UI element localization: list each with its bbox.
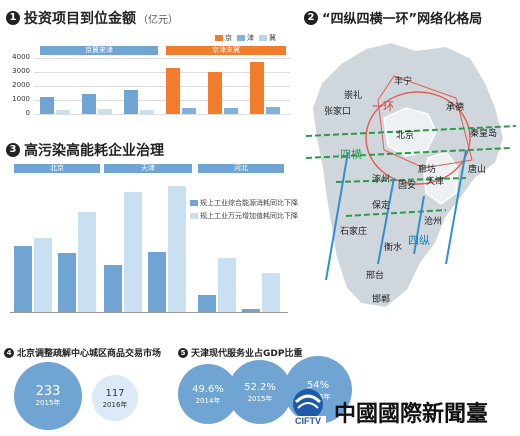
city-label: 邢台: [366, 271, 385, 281]
hebei-region: [310, 40, 506, 310]
bar-京: [40, 96, 54, 114]
zong-line-3: [413, 195, 425, 255]
gridline: [34, 86, 290, 87]
city-label: 廊坊: [418, 165, 437, 175]
heng-line-3: [335, 177, 467, 183]
bar-intensity: [34, 237, 52, 312]
legend-swatch-jing: [215, 35, 223, 41]
market-circle-2015: 233 2015年: [14, 362, 82, 430]
legend-swatch-jin: [237, 35, 245, 41]
section4-title: 4 北京调整疏解中心城区商品交易市场: [4, 346, 161, 359]
bar-intensity: [218, 257, 236, 312]
y-tick: 0: [25, 109, 30, 117]
market-circle-2016: 117 2016年: [92, 375, 138, 421]
y-tick: 2000: [12, 81, 30, 89]
bar-energy: [198, 294, 216, 312]
legend-swatch-energy: [190, 200, 198, 206]
bar-energy: [148, 252, 166, 312]
network-map: [305, 40, 517, 310]
baseline: [10, 312, 288, 313]
city-label: 丰宁: [394, 77, 413, 87]
gridline: [34, 72, 290, 73]
bar-冀: [56, 110, 70, 114]
section3-group-tag-beijing: 北京: [14, 164, 100, 173]
bar-京: [208, 71, 222, 114]
ring-line: [365, 91, 471, 185]
bar-冀: [140, 109, 154, 114]
gridline: [34, 114, 290, 115]
section3-title: 3 高污染高能耗企业治理: [6, 140, 164, 160]
bar-津: [266, 106, 280, 114]
zong-line-4: [445, 149, 467, 265]
section5-title: 5 天津现代服务业占GDP比重: [178, 346, 302, 359]
cibn-logo-icon: CIFTV: [286, 384, 330, 428]
heng-line-2: [305, 147, 511, 159]
bar-intensity: [124, 192, 142, 312]
zong-line-1: [325, 151, 349, 281]
city-label: 保定: [372, 201, 391, 211]
bar-津: [224, 107, 238, 114]
y-tick: 1000: [12, 95, 30, 103]
zong-line-2: [377, 177, 395, 265]
bar-冀: [98, 109, 112, 114]
y-tick: 4000: [12, 53, 30, 61]
city-label: 固安: [398, 181, 417, 191]
bar-energy: [14, 245, 32, 312]
section3-group-tag-tianjin: 天津: [104, 164, 192, 173]
city-label: 天津: [426, 177, 445, 187]
city-label: 邯郸: [372, 295, 391, 305]
bar-京: [124, 90, 138, 114]
bar-intensity: [168, 185, 186, 312]
legend-swatch-intensity: [190, 213, 198, 219]
city-label: 衡水: [384, 243, 403, 253]
heng-line-1: [305, 125, 517, 137]
legend-swatch-ji: [259, 35, 267, 41]
city-label: 承德: [446, 103, 465, 113]
city-label: 张家口: [324, 107, 352, 117]
section3-legend: 规上工业综合能源消耗同比下降 规上工业万元增加值耗同比下降: [190, 198, 298, 221]
section2-title: 2 “四纵四横一环”网络化格局: [304, 8, 482, 27]
city-label: 涿州: [372, 175, 391, 185]
section1-legend: 京 津 冀: [210, 33, 276, 43]
ring-link-lines: [377, 75, 473, 169]
bar-津: [182, 107, 196, 114]
city-label: 唐山: [468, 165, 487, 175]
section1-group-tag-2: 京津来冀: [166, 46, 286, 55]
bar-intensity: [78, 212, 96, 312]
bar-京: [250, 62, 264, 114]
city-label: 沧州: [424, 217, 443, 227]
gridline: [34, 58, 290, 59]
tianjin-region: [423, 151, 459, 205]
city-label: 石家庄: [340, 227, 368, 237]
heng-label: 四横: [340, 148, 362, 161]
watermark-brand: 中國國際新聞臺: [334, 401, 489, 427]
bar-energy: [58, 253, 76, 312]
ring-label: 一环: [372, 100, 394, 113]
section1-title: 1 投资项目到位金额 （亿元）: [6, 8, 178, 28]
bar-energy: [242, 308, 260, 312]
section3-group-tag-hebei: 河北: [198, 164, 284, 173]
city-label: 崇礼: [344, 91, 363, 101]
zong-label: 四纵: [408, 234, 430, 247]
gridline: [34, 100, 290, 101]
city-label: 北京: [396, 131, 415, 141]
bar-intensity: [262, 273, 280, 312]
section1-group-tag-1: 京冀来津: [40, 46, 158, 55]
gdp-circle-2015: 52.2% 2015年: [228, 360, 292, 424]
bar-energy: [104, 264, 122, 312]
heng-line-4: [345, 209, 447, 217]
y-tick: 3000: [12, 67, 30, 75]
bar-京: [82, 94, 96, 114]
city-label: 秦皇岛: [470, 129, 498, 139]
bar-京: [166, 67, 180, 114]
